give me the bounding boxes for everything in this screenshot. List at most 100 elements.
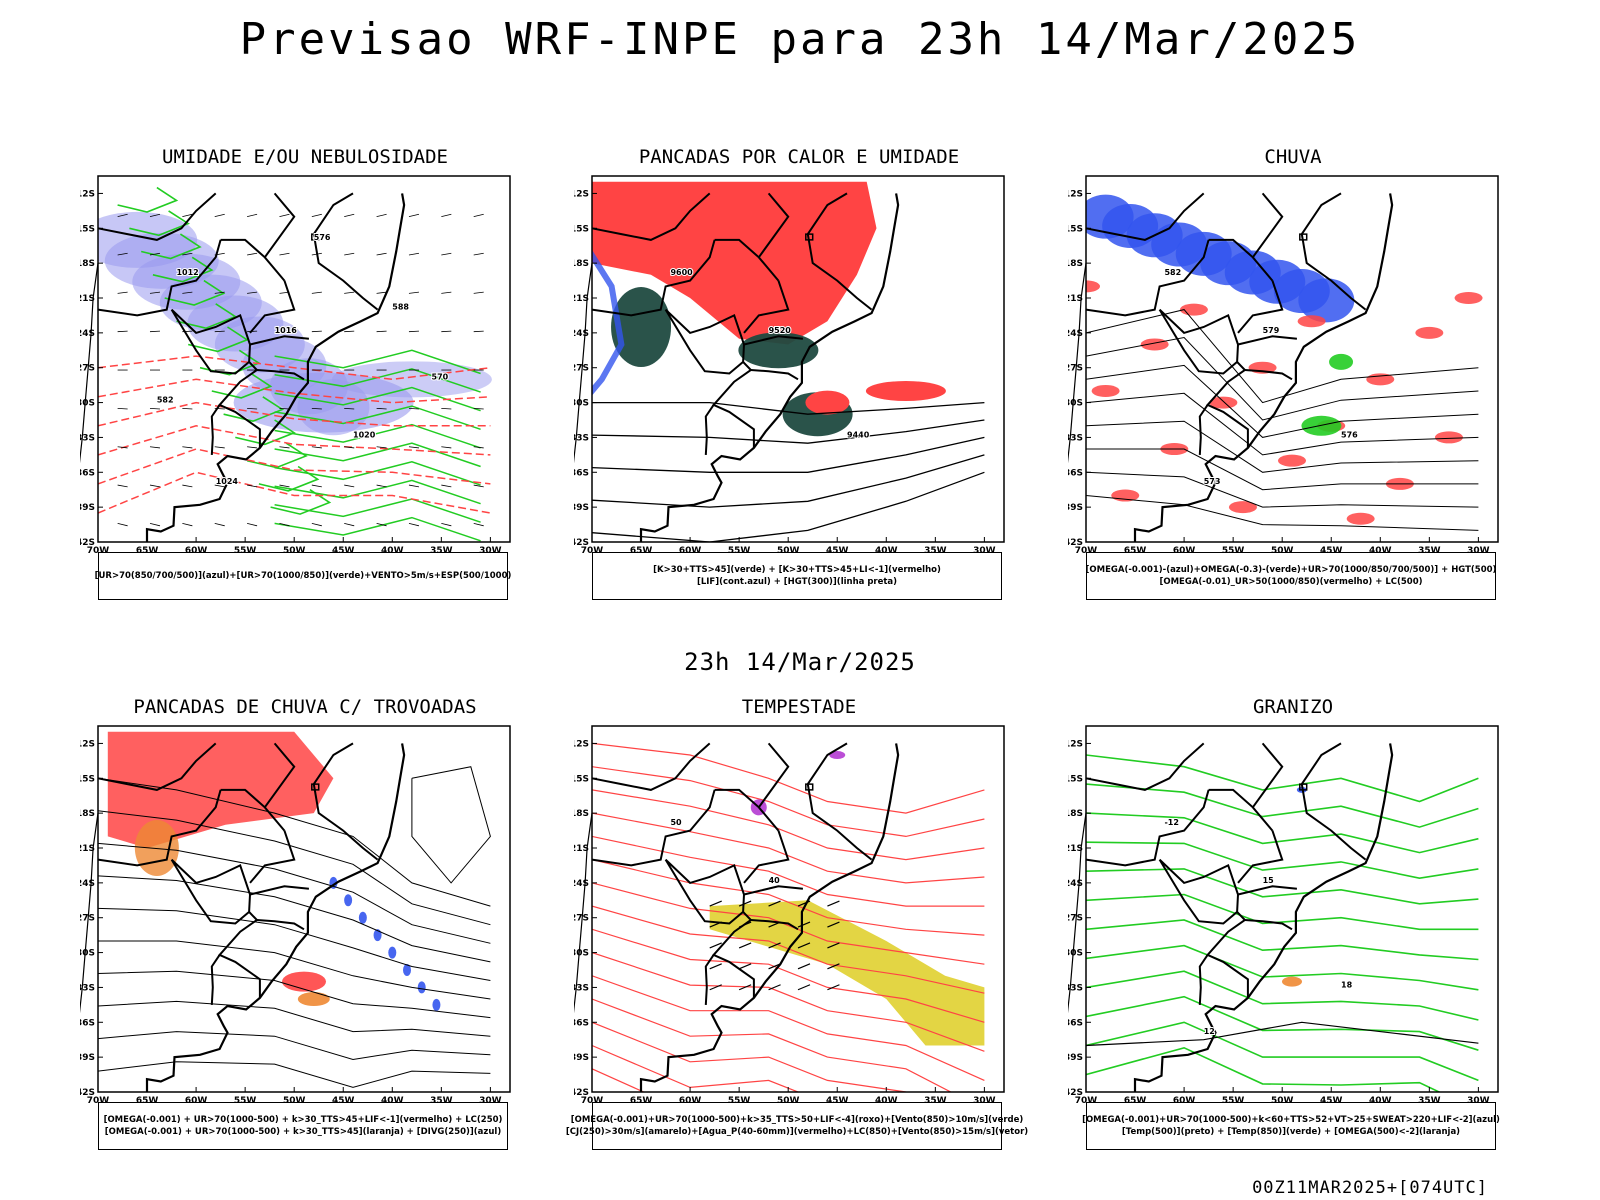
water-contour-red: [592, 812, 985, 884]
humidity-contour-green: [246, 442, 308, 469]
field-layer: [1086, 754, 1479, 1092]
lon-label: 70W: [87, 546, 110, 556]
lat-label: 18S: [80, 809, 95, 819]
wind-vector: [344, 291, 355, 294]
political-border: [263, 742, 296, 808]
political-border: [1158, 858, 1240, 925]
humidity-contour-green: [274, 423, 481, 449]
lon-label: 35W: [430, 1096, 453, 1106]
panel-chuva: CHUVA 12S 15S 18S 21S 24S 27S 30S 33S 36S 39S 42S7…: [1068, 146, 1518, 626]
lon-label: 40W: [1369, 546, 1392, 556]
instability-area-red: [592, 181, 877, 345]
lat-label: 30S: [80, 949, 95, 959]
wind-vector: [182, 484, 193, 488]
wind-vector: [441, 407, 452, 410]
coastline-east: [1133, 743, 1394, 1092]
geopotential-contour: [592, 401, 985, 415]
political-border: [256, 369, 305, 381]
legend-line-1: [OMEGA(-0.001)+UR>70(1000-500)+k>35_TTS>…: [570, 1115, 1024, 1125]
temp850-contour-green: [1086, 783, 1479, 828]
lon-label: 50W: [283, 546, 306, 556]
wind-vector: [408, 484, 420, 488]
humidity-contour-green: [223, 396, 285, 423]
political-border: [249, 335, 309, 346]
coastline-west: [574, 813, 593, 1014]
wind-vector: [149, 484, 161, 488]
wind-vector: [473, 213, 484, 218]
temp850-contour-green: [1086, 919, 1479, 961]
lat-label: 27S: [80, 364, 95, 374]
political-border: [1300, 192, 1342, 235]
political-border: [1085, 742, 1205, 791]
humidity-contour-green: [274, 442, 481, 468]
wind-vector: [182, 291, 193, 294]
panel-umidade: UMIDADE E/OU NEBULOSIDADE 12S 15S 18S 21S 24…: [80, 146, 530, 626]
humidity-contour-green: [117, 186, 179, 213]
lon-label: 70W: [1075, 546, 1098, 556]
contour-label: 1012: [176, 268, 198, 277]
wind-vector: [279, 484, 290, 488]
wind-vector: [311, 330, 322, 333]
coastline-east: [639, 193, 900, 542]
water-contour-red: [592, 998, 953, 1092]
federal-district: [311, 233, 320, 241]
contour-label: 582: [1164, 268, 1181, 277]
political-border: [249, 885, 309, 896]
humidity-contour-green: [235, 419, 296, 446]
contour-label: 576: [1341, 430, 1358, 439]
legend-box: [UR>70(850/700/500)](azul)+[UR>70(1000/8…: [95, 552, 511, 600]
field-layer: [98, 731, 491, 1092]
instability-area-red: [805, 390, 850, 415]
lat-label: 21S: [80, 844, 95, 854]
legend-box: [OMEGA(-0.001)-(azul)+OMEGA(-0.3)-(verde…: [1086, 552, 1496, 600]
wind-vector: [473, 252, 484, 256]
contour-label: 40: [769, 876, 781, 885]
coastline-west: [80, 813, 99, 1014]
height-contour: [1086, 364, 1479, 438]
lon-label: 45W: [1320, 1096, 1343, 1106]
lon-label: 35W: [1418, 1096, 1441, 1106]
panel-title: PANCADAS POR CALOR E UMIDADE: [638, 146, 960, 168]
lat-label: 27S: [574, 364, 589, 374]
thunder-area-orange: [134, 820, 179, 876]
political-border: [664, 858, 746, 925]
political-border: [312, 783, 379, 861]
wind-vector: [344, 252, 355, 256]
legend-line-1: [OMEGA(-0.001)+UR>70(1000-500)+k<60+TTS>…: [1082, 1115, 1500, 1125]
lat-label: 21S: [574, 294, 589, 304]
panel-trovoadas: PANCADAS DE CHUVA C/ TROVOADAS 12S 15S 18S…: [80, 696, 530, 1176]
divergence-area-blue: [403, 964, 411, 976]
wind-vector: [247, 446, 258, 449]
wind-vector: [279, 252, 290, 256]
streamline: [98, 842, 491, 944]
lat-label: 15S: [574, 224, 589, 234]
wind-vector: [182, 252, 193, 256]
lon-label: 40W: [875, 1096, 898, 1106]
map-chuva: 12S 15S 18S 21S 24S 27S 30S 33S 36S 39S 42S70W 65W 6…: [1068, 175, 1499, 556]
geopotential-contour: [592, 436, 985, 473]
lat-label: 18S: [80, 259, 95, 269]
contour-label: 573: [1204, 477, 1221, 486]
political-border: [97, 192, 217, 241]
temp500-contour: [1086, 1021, 1479, 1047]
lon-label: 60W: [679, 1096, 702, 1106]
wind-vector: [709, 984, 722, 991]
contour-label: 9600: [670, 268, 693, 277]
wind-vector: [768, 984, 781, 991]
lon-label: 45W: [1320, 546, 1343, 556]
map-granizo: 12S 15S 18S 21S 24S 27S 30S 33S 36S 39S 42S70W 65W 6…: [1068, 725, 1499, 1106]
lon-label: 30W: [1467, 1096, 1490, 1106]
water-contour-red: [592, 742, 985, 814]
wind-vector: [214, 330, 225, 333]
map-pancadas-calor: 12S 15S 18S 21S 24S 27S 30S 33S 36S 39S 42S70W 65W 6…: [574, 175, 1005, 556]
wind-vector: [376, 523, 387, 527]
political-border: [757, 192, 790, 258]
lat-label: 15S: [1068, 774, 1083, 784]
thickness-contour-red: [98, 378, 491, 404]
temp850-contour-green: [1086, 812, 1479, 854]
lat-label: 21S: [1068, 844, 1083, 854]
wind-vector: [149, 213, 161, 218]
wind-vector: [441, 446, 452, 449]
political-border: [170, 858, 252, 925]
lat-label: 39S: [574, 503, 589, 513]
